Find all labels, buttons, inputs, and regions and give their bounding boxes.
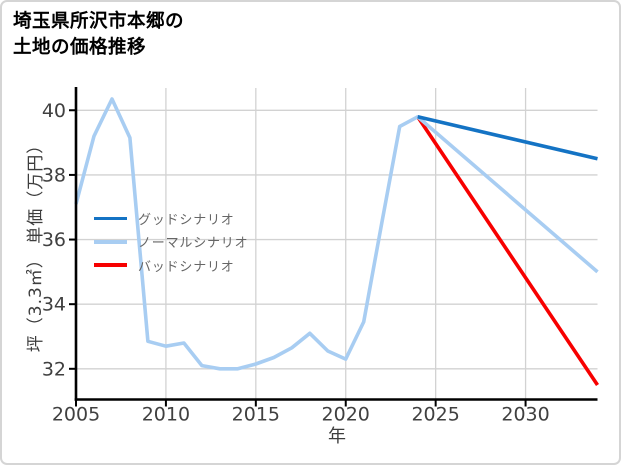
legend-label-1: ノーマルシナリオ [138, 236, 249, 252]
legend-swatch-1 [94, 240, 127, 244]
y-tick-label: 36 [42, 229, 66, 251]
y-tick-label: 40 [42, 100, 66, 122]
axis-ticks [69, 109, 527, 407]
axes-spines [74, 87, 598, 401]
tick-labels: 2005 2010 2015 2020 2025 2030 32 34 36 38 40 [42, 100, 550, 426]
legend-item-2: バッドシナリオ [94, 254, 248, 277]
legend: グッドシナリオ ノーマルシナリオ バッドシナリオ [94, 207, 248, 277]
x-tick-label: 2010 [142, 404, 190, 426]
x-tick-label: 2005 [52, 404, 100, 426]
y-tick-label: 34 [42, 294, 66, 316]
x-tick-label: 2030 [501, 404, 549, 426]
x-axis-title: 年 [328, 426, 346, 447]
chart-title: 埼玉県所沢市本郷の 土地の価格推移 [13, 9, 184, 61]
series-line-0 [417, 115, 598, 161]
y-tick-label: 38 [42, 164, 66, 186]
y-axis-title: 坪（3.3㎡） 単価（万円） [26, 135, 46, 353]
y-tick-label: 32 [42, 358, 66, 380]
x-tick-label: 2015 [232, 404, 280, 426]
x-tick-label: 2025 [411, 404, 459, 426]
legend-label-2: バッドシナリオ [138, 259, 235, 275]
chart-title-line2: 土地の価格推移 [13, 37, 147, 58]
legend-item-1: ノーマルシナリオ [94, 230, 248, 253]
legend-label-0: グッドシナリオ [138, 213, 235, 229]
series-lines [74, 97, 599, 387]
chart-title-line1: 埼玉県所沢市本郷の [13, 11, 185, 32]
x-tick-label: 2020 [322, 404, 370, 426]
legend-item-0: グッドシナリオ [94, 207, 248, 230]
legend-swatch-2 [94, 263, 127, 268]
series-line-2 [416, 115, 599, 387]
series-line-1 [74, 97, 599, 371]
legend-swatch-0 [94, 216, 127, 221]
